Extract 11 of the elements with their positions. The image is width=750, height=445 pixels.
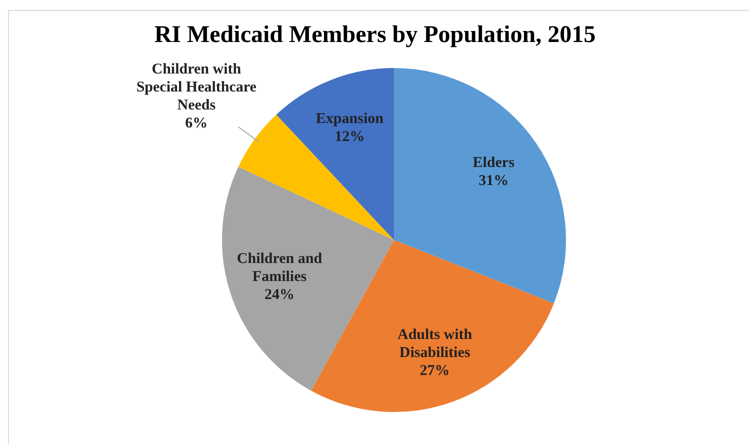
slice-label: Children with Special Healthcare Needs bbox=[136, 61, 257, 114]
chart-title: RI Medicaid Members by Population, 2015 bbox=[153, 22, 597, 49]
data-label: 31% bbox=[478, 173, 509, 190]
data-label: 12% bbox=[334, 128, 365, 145]
data-label: 27% bbox=[420, 363, 450, 380]
slice-label: Children and Families bbox=[236, 251, 323, 286]
slice-label: Elders bbox=[472, 155, 515, 172]
data-label: 6% bbox=[185, 115, 208, 132]
slice-label: Adults with Disabilities bbox=[397, 327, 473, 362]
data-label: 24% bbox=[264, 287, 294, 304]
slice-label: Expansion bbox=[316, 110, 384, 127]
